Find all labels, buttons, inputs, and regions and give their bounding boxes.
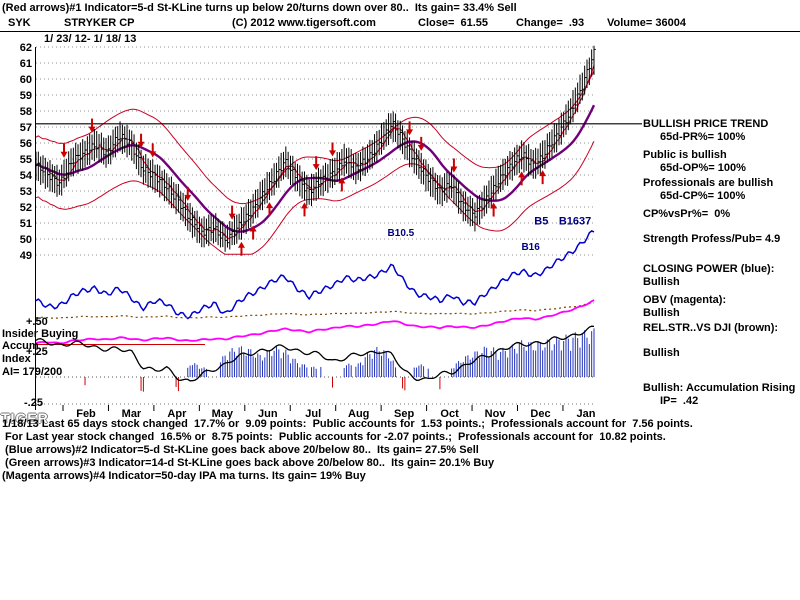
change-value: Change= .93 [516,17,585,29]
svg-text:59: 59 [20,90,32,102]
svg-text:B16: B16 [521,242,540,253]
scale-plus-50-label: +.50 [26,316,48,328]
pr-percent-value: 65d-PR%= 100% [660,131,746,143]
svg-text:Oct: Oct [440,408,459,420]
svg-text:Aug: Aug [348,408,369,420]
closing-power-status: Bullish [643,276,680,288]
svg-text:Feb: Feb [76,408,96,420]
svg-text:52: 52 [20,202,32,214]
svg-text:61: 61 [20,58,32,70]
svg-text:49: 49 [20,250,32,262]
svg-text:Jul: Jul [305,408,321,420]
close-value: Close= 61.55 [418,17,489,29]
op-percent-value: 65d-OP%= 100% [660,162,746,174]
svg-text:53: 53 [20,186,32,198]
relative-strength-title: REL.STR..VS DJI (brown): [643,322,779,334]
cp-vs-pr-value: CP%vsPr%= 0% [643,208,731,220]
svg-text:54: 54 [20,170,33,182]
svg-text:60: 60 [20,74,32,86]
accumulation-index-value: AI= 179/200 [2,366,63,378]
accumulation-status-line: Bullish: Accumulation Rising [643,382,796,394]
obv-title: OBV (magenta): [643,294,727,306]
svg-text:B1637: B1637 [559,216,591,228]
scale-minus-25-label: -.25 [24,397,43,409]
svg-text:B10.5: B10.5 [388,228,415,239]
svg-text:50: 50 [20,234,32,246]
ticker-symbol: SYK [8,17,31,29]
footer-line-1: 1/18/13 Last 65 days stock changed 17.7%… [2,418,693,430]
public-sentiment-line: Public is bullish [643,149,727,161]
footer-line-5: (Magenta arrows)#4 Indicator=50-day IPA … [2,470,366,482]
svg-text:Jan: Jan [576,408,595,420]
relative-strength-status: Bullish [643,347,680,359]
professionals-sentiment-line: Professionals are bullish [643,177,774,189]
index-label: Index [2,353,31,365]
svg-text:May: May [212,408,234,420]
company-name: STRYKER CP [64,17,135,29]
tiger-watermark: TIGER [1,410,49,426]
price-trend-title: BULLISH PRICE TREND [643,118,769,130]
date-range: 1/ 23/ 12- 1/ 18/ 13 [44,33,137,45]
svg-text:Mar: Mar [122,408,142,420]
svg-text:56: 56 [20,138,32,150]
svg-text:55: 55 [20,154,32,166]
svg-text:Dec: Dec [530,408,550,420]
svg-text:Nov: Nov [485,408,507,420]
indicator-1-description: (Red arrows)#1 Indicator=5-d St-KLine tu… [2,2,517,14]
ip-value: IP= .42 [660,395,699,407]
footer-line-4: (Green arrows)#3 Indicator=14-d St-KLine… [2,457,495,469]
closing-power-title: CLOSING POWER (blue): [643,263,775,275]
cp-percent-value: 65d-CP%= 100% [660,190,746,202]
svg-text:Sep: Sep [394,408,414,420]
svg-text:62: 62 [20,42,32,54]
strength-ratio-value: Strength Profess/Pub= 4.9 [643,233,781,245]
copyright: (C) 2012 www.tigersoft.com [232,17,376,29]
header-divider [0,31,800,32]
svg-text:58: 58 [20,106,32,118]
svg-text:51: 51 [20,218,32,230]
accum-label: Accum [2,340,39,352]
volume-value: Volume= 36004 [607,17,686,29]
svg-text:B5: B5 [534,216,548,228]
footer-line-3: (Blue arrows)#2 Indicator=5-d St-KLine g… [2,444,479,456]
svg-text:57: 57 [20,122,32,134]
scale-plus-25-label: +.25 [26,346,48,358]
insider-buying-label: Insider Buying [2,328,79,340]
svg-text:Jun: Jun [258,408,278,420]
obv-status: Bullish [643,307,680,319]
svg-text:Apr: Apr [167,408,187,420]
footer-line-2: For Last year stock changed 16.5% or 8.7… [2,431,666,443]
